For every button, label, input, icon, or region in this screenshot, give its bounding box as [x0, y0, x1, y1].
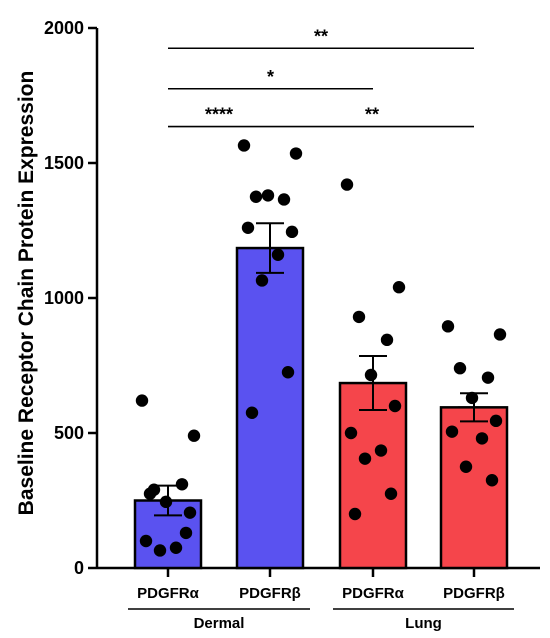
data-point — [348, 507, 362, 521]
data-point — [285, 225, 299, 239]
y-axis-title: Baseline Receptor Chain Protein Expressi… — [15, 71, 38, 516]
data-point — [261, 189, 275, 202]
data-point — [364, 368, 378, 382]
data-point — [139, 534, 153, 548]
data-point — [459, 460, 473, 473]
data-point — [489, 414, 503, 428]
data-point — [465, 391, 479, 405]
data-point — [153, 544, 167, 557]
significance-label: ** — [314, 26, 328, 46]
bar — [338, 381, 408, 570]
x-axis — [97, 566, 540, 577]
data-point — [281, 366, 295, 379]
data-point — [277, 193, 291, 206]
data-point — [352, 310, 366, 324]
data-point — [175, 478, 189, 491]
data-point — [493, 328, 507, 341]
category-labels: PDGFRα PDGFRβ PDGFRα PDGFRβ — [137, 585, 505, 602]
significance-brackets: ******* ** — [168, 26, 474, 128]
data-point — [453, 362, 467, 375]
data-point — [445, 425, 459, 438]
significance-label: ** — [365, 105, 379, 125]
data-point — [388, 399, 402, 413]
category-label: PDGFRα — [137, 585, 200, 602]
data-point — [241, 221, 255, 234]
data-point — [475, 432, 489, 445]
data-point — [392, 281, 406, 294]
data-point — [374, 444, 388, 457]
data-point — [179, 526, 193, 540]
data-point — [187, 429, 201, 442]
y-axis: 0 500 1000 1500 2000 — [44, 18, 99, 578]
data-point — [271, 248, 285, 261]
bar — [235, 246, 305, 570]
y-axis-title-group: Baseline Receptor Chain Protein Expressi… — [15, 71, 38, 516]
data-point — [384, 487, 398, 500]
y-tick-label: 1500 — [44, 153, 84, 173]
group-labels: Dermal Lung — [128, 608, 514, 632]
data-point — [249, 190, 263, 203]
y-tick-label: 500 — [54, 423, 84, 443]
y-tick-label: 2000 — [44, 18, 84, 38]
group-label: Dermal — [194, 615, 245, 632]
data-points — [135, 139, 507, 557]
category-label: PDGFRβ — [239, 585, 301, 602]
data-point — [135, 394, 149, 407]
data-point — [289, 147, 303, 160]
data-point — [245, 406, 259, 419]
data-point — [183, 506, 197, 519]
y-tick-label: 1000 — [44, 288, 84, 308]
data-point — [344, 426, 358, 440]
category-label: PDGFRβ — [443, 585, 505, 602]
data-point — [380, 333, 394, 347]
data-point — [340, 178, 354, 191]
error-bars — [152, 222, 490, 517]
group-label: Lung — [405, 615, 442, 632]
data-point — [237, 139, 251, 152]
data-point — [358, 452, 372, 465]
data-point — [143, 487, 157, 500]
data-point — [255, 274, 269, 287]
category-label: PDGFRα — [342, 585, 405, 602]
data-point — [441, 320, 455, 333]
significance-label: * — [267, 67, 274, 87]
significance-label: **** — [205, 105, 233, 125]
data-point — [169, 541, 183, 554]
bars — [133, 246, 509, 570]
y-tick-label: 0 — [74, 558, 84, 578]
data-point — [481, 371, 495, 384]
data-point — [159, 495, 173, 509]
data-point — [485, 474, 499, 487]
